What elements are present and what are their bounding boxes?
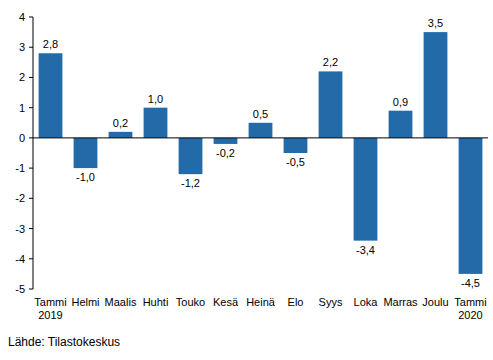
data-label: 2,8 [43, 38, 58, 50]
source: Lähde: Tilastokeskus [8, 335, 120, 349]
y-tick [29, 198, 33, 199]
y-tick [29, 168, 33, 169]
bar [74, 138, 98, 168]
x-tick-label: Maalis [105, 296, 137, 308]
bar [354, 138, 378, 241]
y-tick-label: -4 [15, 253, 25, 265]
data-label: 2,2 [323, 56, 338, 68]
bar [249, 123, 273, 138]
y-tick [29, 17, 33, 18]
data-label: -0,2 [216, 147, 235, 159]
data-label: -3,4 [356, 244, 375, 256]
y-tick [29, 47, 33, 48]
data-label: 1,0 [148, 93, 163, 105]
y-tick-label: -3 [15, 223, 25, 235]
y-tick-label: -2 [15, 192, 25, 204]
y-tick [29, 137, 33, 138]
y-tick-label: 1 [19, 102, 25, 114]
bar [284, 138, 308, 153]
y-tick [29, 258, 33, 259]
x-tick-label: Syys [319, 296, 343, 308]
y-tick-label: 3 [19, 41, 25, 53]
y-tick [29, 77, 33, 78]
bar [459, 138, 483, 274]
y-tick-label: 4 [19, 11, 25, 23]
bar [179, 138, 203, 174]
x-tick-label: Loka [354, 296, 379, 308]
data-label: -0,5 [286, 156, 305, 168]
x-tick-label: Kesä [213, 296, 239, 308]
bar [319, 71, 343, 137]
zero-line [33, 137, 488, 138]
data-label: -1,0 [76, 171, 95, 183]
x-tick-label: Tammi2019 [34, 296, 66, 321]
y-tick-label: -1 [15, 162, 25, 174]
x-tick-label: Huhti [143, 296, 169, 308]
y-axis-line [33, 17, 34, 289]
x-tick-label: Elo [288, 296, 304, 308]
y-tick [29, 289, 33, 290]
x-tick-label: Touko [176, 296, 205, 308]
x-tick-label: Heinä [246, 296, 276, 308]
chart: -5 -4 -3 -2 -1 0 1 2 3 4 2,8 -1,0 0,2 1,0 -1,2 -0,2 0,5 -… [0, 0, 493, 360]
x-tick-label: Marras [383, 296, 418, 308]
bar [389, 111, 413, 138]
data-label: 3,5 [428, 17, 443, 29]
bar [214, 138, 238, 144]
y-tick-label: -5 [15, 283, 25, 295]
x-tick-label: Tammi2020 [454, 296, 486, 321]
bar [424, 32, 448, 138]
y-tick-label: 0 [19, 132, 25, 144]
data-label: 0,2 [113, 117, 128, 129]
y-tick [29, 107, 33, 108]
data-label: -4,5 [461, 277, 480, 289]
data-label: -1,2 [181, 177, 200, 189]
data-label: 0,5 [253, 108, 268, 120]
bar [109, 132, 133, 138]
data-label: 0,9 [393, 96, 408, 108]
bars [39, 32, 483, 274]
y-tick [29, 228, 33, 229]
x-tick-label: Helmi [71, 296, 99, 308]
bar [39, 53, 63, 138]
x-tick-label: Joulu [422, 296, 448, 308]
bar [144, 108, 168, 138]
y-tick-label: 2 [19, 71, 25, 83]
